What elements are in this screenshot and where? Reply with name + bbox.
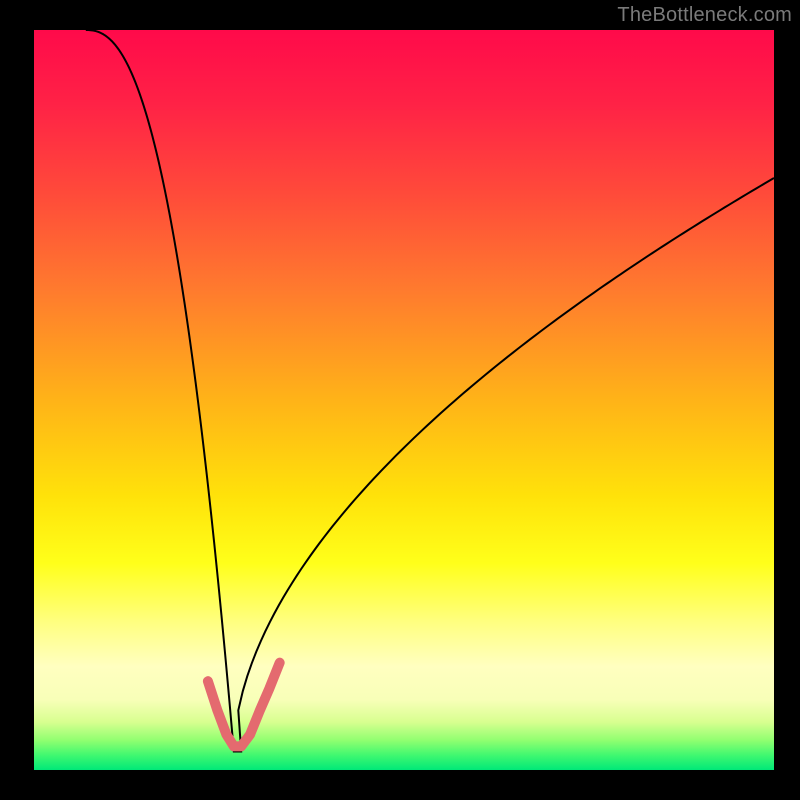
gradient-background (34, 30, 774, 770)
bottleneck-chart (34, 30, 774, 770)
plot-frame (34, 30, 774, 770)
watermark-text: TheBottleneck.com (617, 4, 792, 27)
